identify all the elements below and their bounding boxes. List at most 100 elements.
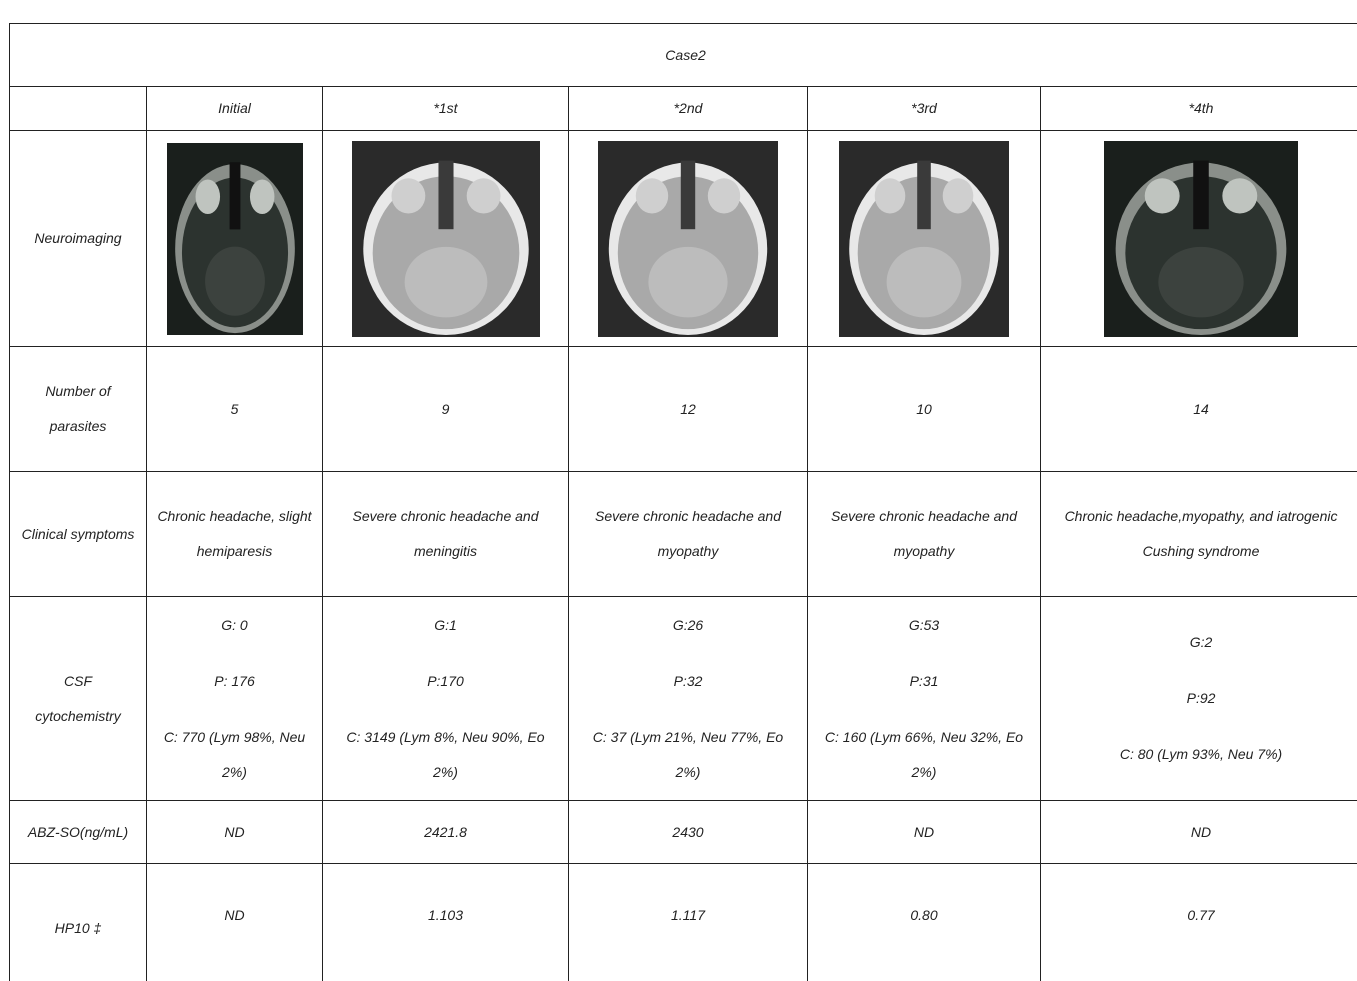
cell-line: 14	[1193, 400, 1209, 417]
title-row: Case2	[9, 23, 1357, 87]
data-cell: 0.80	[807, 863, 1041, 981]
cell-line: Chronic headache,myopathy, and iatrogeni…	[1064, 508, 1338, 559]
mri-shape	[437, 160, 454, 229]
column-header: *3rd	[807, 86, 1041, 131]
data-cell: G:53 P:31 C: 160 (Lym 66%, Neu 32%, Eo 2%)	[807, 596, 1041, 801]
title: Case2	[9, 23, 1357, 87]
column-header: *2nd	[568, 86, 808, 131]
data-row: Clinical symptoms Chronic headache, sligh…	[9, 471, 1357, 597]
cell-line: C: 160 (Lym 66%, Neu 32%, Eo 2%)	[824, 728, 1024, 780]
data-cell: 5	[146, 346, 323, 472]
mri-shape	[404, 246, 487, 317]
data-cell: Chronic headache, slight hemiparesis	[146, 471, 323, 597]
table: Case2 Initial *1st *2nd *3rd *4th Neuroimagin…	[9, 23, 1357, 981]
cell-line: P:92	[1186, 690, 1216, 706]
mri-shape	[1158, 246, 1244, 317]
data-cell: ND	[807, 800, 1041, 864]
data-cell: 2430	[568, 800, 808, 864]
row-label: Number of parasites	[9, 346, 147, 472]
data-cell: ND	[146, 863, 323, 981]
cell-line: 10	[916, 400, 932, 417]
cell-line: 12	[680, 400, 696, 417]
cell-line: G:1	[434, 616, 457, 633]
cell-line: P:170	[427, 672, 464, 689]
cell-line: 2430	[672, 823, 704, 840]
cell-line: 0.80	[910, 907, 938, 923]
mri-image	[166, 142, 303, 335]
data-cell: 14	[1039, 346, 1357, 472]
mri-shape	[942, 177, 974, 214]
column-header: *4th	[1039, 86, 1357, 131]
data-cell: 0.77	[1039, 863, 1357, 981]
data-cell: G:26 P:32 C: 37 (Lym 21%, Neu 77%, Eo 2%)	[568, 596, 808, 801]
mri-shape	[390, 177, 425, 214]
image-cell	[1039, 130, 1357, 347]
cell-line: ND	[913, 823, 935, 840]
header-row: Initial *1st *2nd *3rd *4th	[9, 86, 1357, 131]
mri-shape	[707, 177, 741, 214]
data-row: HP10 ‡ ND 1.103 1.117 0.80 0.77	[9, 863, 1357, 981]
column-header: Initial	[146, 86, 323, 131]
cell-line: P: 176	[214, 672, 255, 689]
cell-line: G: 0	[221, 616, 248, 633]
cell-line: C: 770 (Lym 98%, Neu 2%)	[163, 728, 306, 780]
mri-shape	[195, 178, 220, 214]
mri-image	[598, 140, 778, 337]
row-label: Neuroimaging	[9, 130, 147, 347]
data-cell: 10	[807, 346, 1041, 472]
data-cell: 2421.8	[322, 800, 569, 864]
cell-line: 2421.8	[424, 823, 467, 840]
data-cell: G:1 P:170 C: 3149 (Lym 8%, Neu 90%, Eo 2%)	[322, 596, 569, 801]
mri-shape	[886, 246, 962, 317]
mri-shape	[874, 177, 906, 214]
mri-shape	[1222, 177, 1258, 214]
table-wrap: Case2 Initial *1st *2nd *3rd *4th Neuroimagin…	[9, 23, 1357, 981]
image-cell	[146, 130, 323, 347]
image-cell	[568, 130, 808, 347]
mri-shape	[680, 160, 696, 229]
data-row: ABZ-SO(ng/mL) ND 2421.8 2430 ND ND	[9, 800, 1357, 864]
cell-line: Chronic headache, slight hemiparesis	[157, 508, 312, 559]
cell-line: 1.117	[671, 907, 705, 923]
data-cell: ND	[146, 800, 323, 864]
cell-line: Severe chronic headache and myopathy	[830, 508, 1018, 559]
mri-shape	[249, 178, 274, 214]
corner-cell	[9, 86, 147, 131]
mri-shape	[635, 177, 669, 214]
data-cell: 1.103	[322, 863, 569, 981]
image-cell	[807, 130, 1041, 347]
data-cell: Severe chronic headache and myopathy	[807, 471, 1041, 597]
data-cell: ND	[1039, 800, 1357, 864]
cell-line: Severe chronic headache and meningitis	[352, 508, 539, 559]
cell-line: Severe chronic headache and myopathy	[594, 508, 782, 559]
cell-line: 1.103	[427, 907, 464, 923]
cell-line: 0.77	[1187, 907, 1215, 923]
row-label: ABZ-SO(ng/mL)	[9, 800, 147, 864]
column-header: *1st	[322, 86, 569, 131]
imaging-row: Neuroimaging	[9, 130, 1357, 347]
cell-line: C: 3149 (Lym 8%, Neu 90%, Eo 2%)	[346, 728, 545, 780]
data-row: Number of parasites 5 9 12 10 14	[9, 346, 1357, 472]
cell-line: ND	[224, 907, 245, 923]
mri-shape	[204, 246, 265, 316]
data-cell: 1.117	[568, 863, 808, 981]
mri-image	[1104, 140, 1299, 337]
cell-line: G:53	[908, 616, 940, 633]
data-cell: Severe chronic headache and myopathy	[568, 471, 808, 597]
cell-line: G:26	[672, 616, 704, 633]
cell-line: P:32	[673, 672, 703, 689]
mri-shape	[1193, 160, 1209, 229]
data-cell: Chronic headache,myopathy, and iatrogeni…	[1039, 471, 1357, 597]
data-cell: 9	[322, 346, 569, 472]
cell-line: G:2	[1189, 634, 1213, 650]
mri-shape	[1144, 177, 1180, 214]
cell-line: P:31	[909, 672, 939, 689]
cell-line: ND	[1190, 823, 1212, 840]
mri-image	[351, 140, 540, 337]
mri-shape	[229, 161, 240, 229]
mri-image	[839, 140, 1009, 337]
row-label: HP10 ‡	[9, 863, 147, 981]
mri-shape	[648, 246, 728, 317]
data-cell: G: 0 P: 176 C: 770 (Lym 98%, Neu 2%)	[146, 596, 323, 801]
